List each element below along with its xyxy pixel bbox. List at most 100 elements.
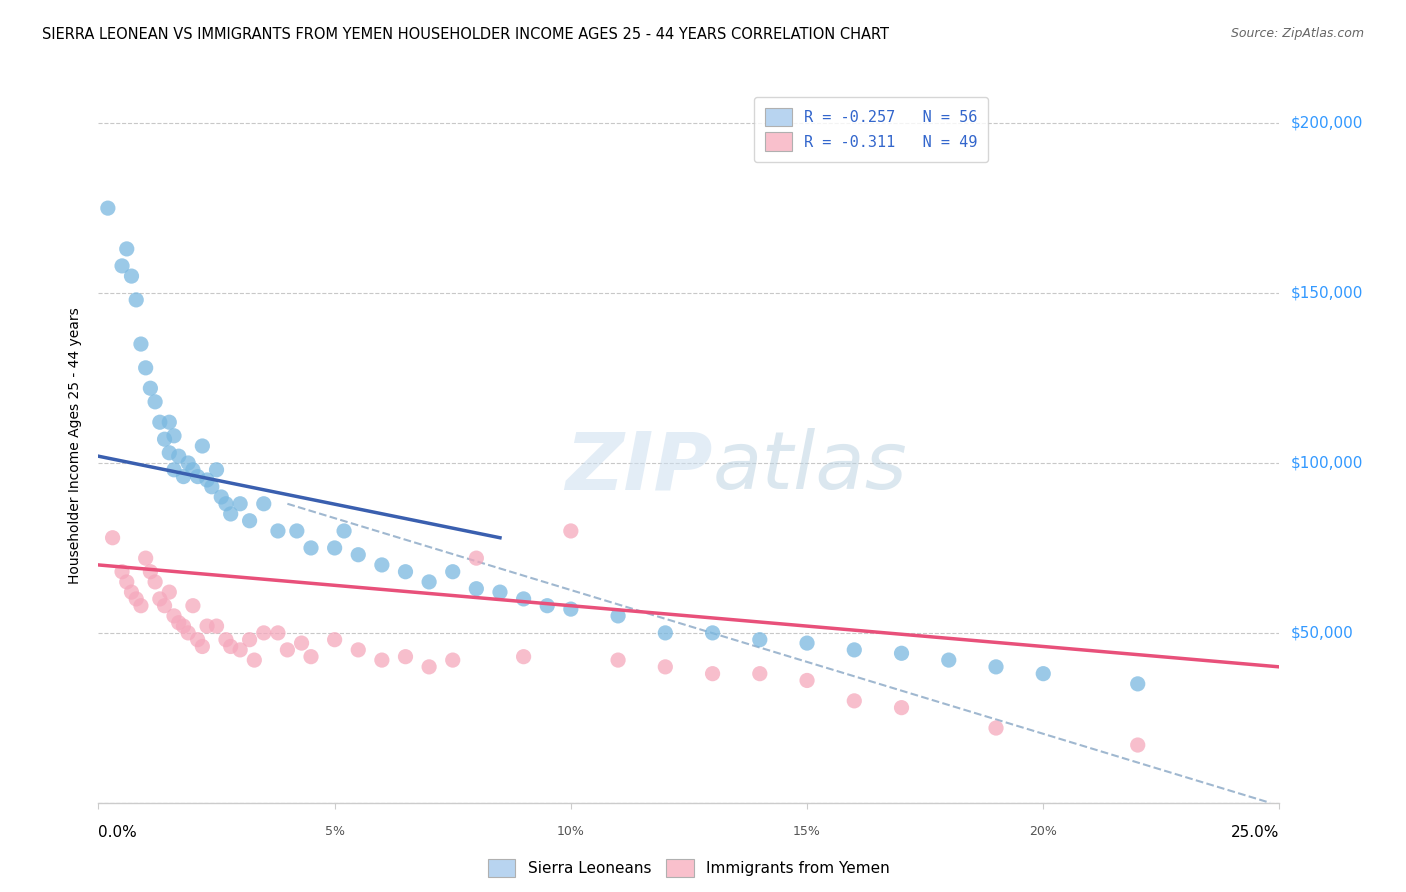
Point [187, 469, 209, 483]
Point [163, 429, 186, 443]
Point [1032, 666, 1054, 681]
Point [441, 653, 464, 667]
Point [195, 619, 218, 633]
Point [536, 599, 558, 613]
Point [157, 446, 180, 460]
Point [441, 565, 464, 579]
Point [209, 490, 232, 504]
Point [163, 463, 186, 477]
Point [167, 449, 190, 463]
Point [157, 415, 180, 429]
Point [215, 497, 238, 511]
Point [181, 599, 204, 613]
Point [796, 636, 818, 650]
Text: 10%: 10% [557, 825, 585, 838]
Point [121, 269, 143, 284]
Text: 5%: 5% [325, 825, 344, 838]
Text: 15%: 15% [793, 825, 821, 838]
Point [253, 497, 276, 511]
Point [560, 602, 582, 616]
Text: $100,000: $100,000 [1291, 456, 1362, 470]
Point [125, 293, 148, 307]
Point [111, 259, 134, 273]
Point [323, 541, 346, 555]
Point [1126, 677, 1149, 691]
Point [167, 615, 190, 630]
Point [172, 469, 194, 483]
Point [938, 653, 960, 667]
Point [187, 632, 209, 647]
Point [157, 585, 180, 599]
Point [371, 653, 394, 667]
Point [139, 565, 162, 579]
Point [607, 608, 630, 623]
Point [394, 649, 416, 664]
Point [299, 649, 322, 664]
Point [219, 507, 242, 521]
Point [465, 582, 488, 596]
Text: atlas: atlas [713, 428, 907, 507]
Point [163, 608, 186, 623]
Point [181, 463, 204, 477]
Point [125, 591, 148, 606]
Point [984, 660, 1007, 674]
Point [129, 337, 152, 351]
Point [111, 565, 134, 579]
Point [115, 242, 138, 256]
Point [172, 619, 194, 633]
Point [418, 574, 440, 589]
Point [205, 619, 228, 633]
Point [890, 646, 912, 660]
Point [702, 666, 724, 681]
Text: $50,000: $50,000 [1291, 625, 1354, 640]
Point [229, 497, 252, 511]
Point [347, 643, 370, 657]
Point [149, 415, 172, 429]
Point [347, 548, 370, 562]
Point [195, 473, 218, 487]
Point [844, 643, 866, 657]
Legend: Sierra Leoneans, Immigrants from Yemen: Sierra Leoneans, Immigrants from Yemen [477, 848, 901, 888]
Text: 0.0%: 0.0% [98, 825, 138, 840]
Point [191, 640, 214, 654]
Point [97, 201, 120, 215]
Text: SIERRA LEONEAN VS IMMIGRANTS FROM YEMEN HOUSEHOLDER INCOME AGES 25 - 44 YEARS CO: SIERRA LEONEAN VS IMMIGRANTS FROM YEMEN … [42, 27, 889, 42]
Point [371, 558, 394, 572]
Point [512, 649, 534, 664]
Point [512, 591, 534, 606]
Point [177, 456, 200, 470]
Point [243, 653, 266, 667]
Y-axis label: Householder Income Ages 25 - 44 years: Householder Income Ages 25 - 44 years [69, 308, 83, 584]
Point [267, 626, 290, 640]
Point [101, 531, 124, 545]
Point [290, 636, 312, 650]
Point [394, 565, 416, 579]
Point [239, 632, 262, 647]
Point [1126, 738, 1149, 752]
Point [890, 700, 912, 714]
Point [121, 585, 143, 599]
Point [143, 394, 166, 409]
Text: ZIP: ZIP [565, 428, 713, 507]
Point [285, 524, 308, 538]
Point [844, 694, 866, 708]
Point [607, 653, 630, 667]
Point [323, 632, 346, 647]
Point [191, 439, 214, 453]
Point [139, 381, 162, 395]
Point [215, 632, 238, 647]
Point [333, 524, 356, 538]
Point [654, 626, 676, 640]
Point [135, 551, 157, 566]
Point [276, 643, 298, 657]
Point [253, 626, 276, 640]
Point [465, 551, 488, 566]
Point [702, 626, 724, 640]
Point [299, 541, 322, 555]
Point [239, 514, 262, 528]
Text: $150,000: $150,000 [1291, 285, 1362, 301]
Text: $200,000: $200,000 [1291, 116, 1362, 131]
Point [129, 599, 152, 613]
Point [115, 574, 138, 589]
Point [229, 643, 252, 657]
